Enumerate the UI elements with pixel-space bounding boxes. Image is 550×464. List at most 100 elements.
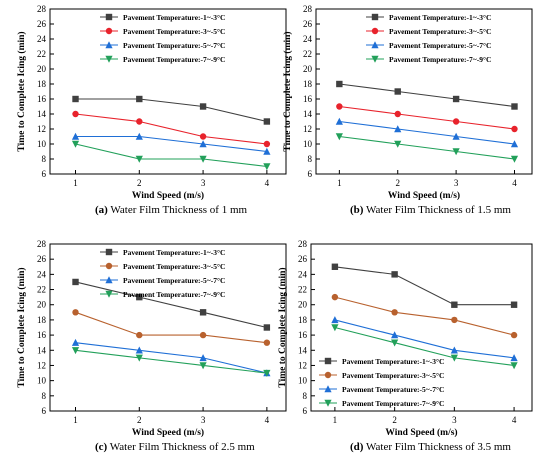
legend-entry: Pavement Temperature:-1~-3°C — [389, 13, 491, 22]
series-line — [75, 98, 267, 123]
series-1 — [72, 95, 271, 125]
y-tick-label: 14 — [37, 109, 47, 119]
legend-entry: Pavement Temperature:-1~-3°C — [123, 13, 225, 22]
data-point — [336, 103, 343, 110]
data-point — [335, 117, 343, 125]
y-tick-label: 20 — [303, 64, 313, 74]
data-point — [331, 324, 339, 332]
series-2 — [72, 309, 271, 346]
data-point — [391, 339, 399, 347]
data-point — [391, 331, 399, 339]
series-line — [75, 143, 267, 168]
legend-marker — [371, 27, 379, 35]
caption-b-text: Water Film Thickness of 1.5 mm — [363, 204, 511, 216]
y-tick-label: 24 — [298, 269, 308, 279]
y-tick-label: 28 — [37, 239, 47, 249]
x-tick-label: 2 — [395, 178, 400, 188]
y-tick-label: 8 — [42, 391, 47, 401]
series-4 — [335, 133, 519, 163]
data-point — [199, 133, 207, 140]
y-tick-label: 24 — [37, 34, 47, 44]
series-line — [339, 135, 515, 160]
data-point — [331, 293, 339, 301]
data-point — [72, 95, 79, 103]
data-point — [199, 155, 207, 163]
series-3 — [71, 132, 271, 155]
plot-frame — [49, 243, 287, 412]
series-line — [75, 349, 267, 374]
x-tick-label: 1 — [73, 415, 78, 425]
x-axis-title: Wind Speed (m/s) — [388, 190, 460, 201]
y-axis-title: Time to Complete Icing (min) — [16, 31, 27, 151]
data-point — [510, 362, 518, 370]
data-point — [336, 80, 343, 88]
legend: Pavement Temperature:-1~-3°C Pavement Tem… — [319, 357, 444, 408]
y-tick-label: 14 — [298, 345, 308, 355]
series-1 — [331, 263, 518, 308]
legend-entry: Pavement Temperature:-5~-7°C — [342, 385, 444, 394]
data-point — [71, 347, 80, 355]
y-tick-label: 14 — [37, 345, 47, 355]
x-tick-label: 4 — [512, 415, 517, 425]
data-point — [263, 324, 271, 331]
plot-frame — [310, 243, 533, 412]
x-tick-label: 1 — [333, 415, 338, 425]
data-point — [263, 369, 271, 377]
caption-c: (c) Water Film Thickness of 2.5 mm — [95, 441, 255, 453]
series-2 — [72, 110, 271, 148]
caption-a-text: Water Film Thickness of 1 mm — [107, 204, 248, 216]
y-tick-label: 12 — [303, 124, 312, 134]
data-point — [136, 118, 143, 125]
y-tick-label: 12 — [298, 360, 307, 370]
data-point — [452, 132, 460, 140]
data-point — [394, 140, 402, 148]
data-point — [452, 148, 460, 156]
data-point — [391, 309, 398, 316]
data-point — [394, 88, 401, 95]
data-point — [394, 125, 402, 133]
series-line — [75, 135, 267, 153]
legend-marker — [371, 13, 379, 21]
data-point — [510, 140, 519, 148]
y-tick-label: 22 — [303, 49, 312, 59]
legend-entry: Pavement Temperature:-7~-9°C — [389, 55, 491, 64]
y-tick-label: 20 — [37, 64, 47, 74]
data-point — [510, 301, 518, 308]
legend-marker — [105, 55, 113, 63]
data-point — [135, 132, 143, 140]
data-point — [331, 263, 339, 270]
y-tick-label: 14 — [303, 109, 313, 119]
series-line — [75, 113, 267, 145]
x-tick-label: 3 — [201, 415, 206, 425]
data-point — [199, 354, 207, 362]
y-tick-label: 24 — [303, 34, 313, 44]
y-tick-label: 22 — [37, 285, 46, 295]
legend: Pavement Temperature:-1~-3°C Pavement Tem… — [366, 13, 491, 64]
legend: Pavement Temperature:-1~-3°C Pavement Tem… — [100, 248, 225, 299]
legend-entry: Pavement Temperature:-3~-5°C — [389, 27, 491, 36]
series-line — [339, 120, 515, 145]
caption-a-letter: (a) — [95, 204, 108, 216]
series-4 — [331, 324, 518, 370]
y-tick-label: 10 — [298, 376, 308, 386]
y-tick-label: 12 — [37, 360, 46, 370]
y-tick-label: 12 — [37, 124, 46, 134]
legend-entry: Pavement Temperature:-3~-5°C — [342, 371, 444, 380]
data-point — [199, 362, 207, 370]
data-point — [263, 163, 271, 171]
series-4 — [71, 347, 271, 377]
data-point — [72, 110, 79, 118]
y-tick-label: 26 — [298, 254, 308, 264]
y-tick-label: 8 — [303, 391, 308, 401]
legend-marker — [371, 41, 379, 49]
series-line — [339, 105, 515, 130]
data-point — [451, 301, 458, 308]
series-line — [334, 296, 515, 336]
data-point — [335, 133, 343, 141]
legend-marker — [105, 290, 113, 298]
data-point — [394, 110, 401, 118]
y-tick-label: 26 — [37, 254, 47, 264]
